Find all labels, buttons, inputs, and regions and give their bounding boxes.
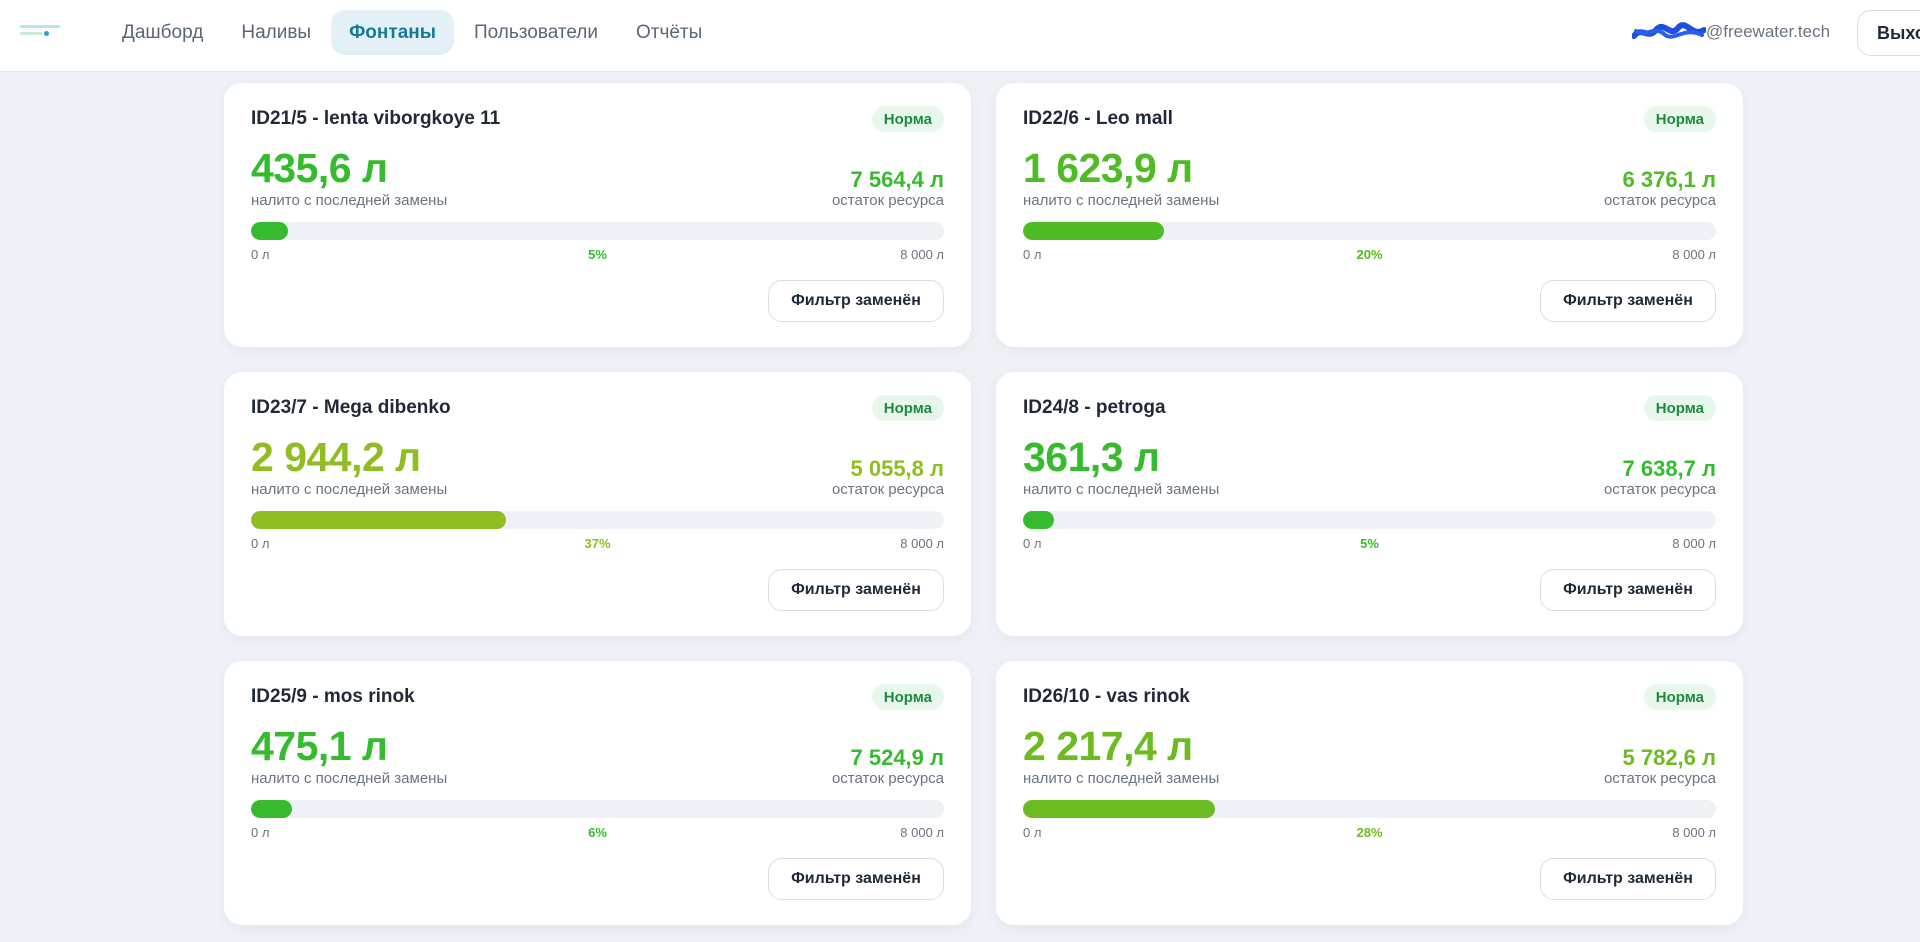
poured-value: 1 623,9 л — [1023, 145, 1193, 191]
fountain-title: ID23/7 - Mega dibenko — [251, 397, 451, 418]
fountain-card: ID26/10 - vas rinok Норма 2 217,4 л нали… — [996, 661, 1743, 925]
scale-min-label: 0 л — [251, 536, 270, 551]
percent-label: 5% — [1360, 536, 1379, 551]
fountain-card: ID21/5 - lenta viborgkoye 11 Норма 435,6… — [224, 83, 971, 347]
resource-progress-bar — [251, 222, 944, 240]
progress-fill — [1023, 222, 1164, 240]
resource-progress-bar — [251, 800, 944, 818]
scale-max-label: 8 000 л — [900, 825, 944, 840]
remaining-caption: остаток ресурса — [1603, 770, 1716, 787]
resource-progress-bar — [1023, 511, 1716, 529]
poured-caption: налито с последней замены — [1023, 481, 1220, 498]
remaining-value: 5 055,8 л — [850, 456, 945, 481]
fountain-card: ID24/8 - petroga Норма 361,3 л налито с … — [996, 372, 1743, 636]
percent-label: 20% — [1356, 247, 1383, 262]
status-badge: Норма — [1643, 684, 1716, 710]
filter-replaced-button[interactable]: Фильтр заменён — [1540, 280, 1716, 322]
poured-value: 2 944,2 л — [251, 434, 421, 480]
filter-replaced-button[interactable]: Фильтр заменён — [768, 280, 944, 322]
poured-value: 435,6 л — [251, 145, 388, 191]
fountain-title: ID22/6 - Leo mall — [1023, 108, 1173, 129]
progress-fill — [251, 511, 507, 529]
fountain-card: ID23/7 - Mega dibenko Норма 2 944,2 л на… — [224, 372, 971, 636]
remaining-caption: остаток ресурса — [1603, 481, 1716, 498]
scale-min-label: 0 л — [251, 825, 270, 840]
progress-fill — [1023, 800, 1215, 818]
percent-label: 28% — [1356, 825, 1383, 840]
poured-value: 475,1 л — [251, 723, 388, 769]
poured-caption: налито с последней замены — [251, 770, 448, 787]
percent-label: 6% — [588, 825, 607, 840]
top-bar: Дашборд Наливы Фонтаны Пользователи Отчё… — [0, 0, 1920, 72]
remaining-value: 6 376,1 л — [1622, 167, 1717, 192]
fountain-grid: ID21/5 - lenta viborgkoye 11 Норма 435,6… — [224, 83, 1743, 925]
progress-fill — [1023, 511, 1055, 529]
scale-max-label: 8 000 л — [1672, 247, 1716, 262]
filter-replaced-button[interactable]: Фильтр заменён — [768, 569, 944, 611]
nav-item-users[interactable]: Пользователи — [473, 21, 598, 43]
main-nav: Дашборд Наливы Фонтаны Пользователи Отчё… — [104, 10, 720, 55]
nav-item-fountains[interactable]: Фонтаны — [331, 10, 454, 55]
fountain-card: ID25/9 - mos rinok Норма 475,1 л налито … — [224, 661, 971, 925]
redacted-scribble — [1632, 22, 1706, 39]
resource-progress-bar — [1023, 222, 1716, 240]
logout-button[interactable]: Выход — [1857, 10, 1920, 56]
fountain-card: ID22/6 - Leo mall Норма 1 623,9 л налито… — [996, 83, 1743, 347]
remaining-caption: остаток ресурса — [831, 192, 944, 209]
scale-max-label: 8 000 л — [1672, 825, 1716, 840]
status-badge: Норма — [1643, 395, 1716, 421]
status-badge: Норма — [871, 106, 944, 132]
percent-label: 37% — [584, 536, 611, 551]
app-logo[interactable] — [20, 22, 60, 40]
remaining-caption: остаток ресурса — [1603, 192, 1716, 209]
filter-replaced-button[interactable]: Фильтр заменён — [768, 858, 944, 900]
filter-replaced-button[interactable]: Фильтр заменён — [1540, 569, 1716, 611]
resource-progress-bar — [251, 511, 944, 529]
nav-item-reports[interactable]: Отчёты — [635, 21, 703, 43]
remaining-value: 7 564,4 л — [850, 167, 945, 192]
poured-caption: налито с последней замены — [251, 481, 448, 498]
fountain-title: ID26/10 - vas rinok — [1023, 686, 1190, 707]
fountain-title: ID24/8 - petroga — [1023, 397, 1166, 418]
status-badge: Норма — [1643, 106, 1716, 132]
status-badge: Норма — [871, 395, 944, 421]
poured-value: 2 217,4 л — [1023, 723, 1193, 769]
progress-fill — [251, 800, 292, 818]
status-badge: Норма — [871, 684, 944, 710]
resource-progress-bar — [1023, 800, 1716, 818]
scale-max-label: 8 000 л — [900, 247, 944, 262]
poured-caption: налито с последней замены — [1023, 770, 1220, 787]
nav-item-dashboard[interactable]: Дашборд — [122, 21, 204, 43]
fountain-title: ID25/9 - mos rinok — [251, 686, 415, 707]
remaining-value: 7 524,9 л — [850, 745, 945, 770]
progress-fill — [251, 222, 289, 240]
remaining-value: 7 638,7 л — [1622, 456, 1717, 481]
scale-min-label: 0 л — [251, 247, 270, 262]
fountain-title: ID21/5 - lenta viborgkoye 11 — [251, 108, 501, 129]
percent-label: 5% — [588, 247, 607, 262]
user-email-domain: @freewater.tech — [1706, 22, 1831, 41]
scale-min-label: 0 л — [1023, 247, 1042, 262]
scale-max-label: 8 000 л — [1672, 536, 1716, 551]
filter-replaced-button[interactable]: Фильтр заменён — [1540, 858, 1716, 900]
scale-min-label: 0 л — [1023, 536, 1042, 551]
scale-min-label: 0 л — [1023, 825, 1042, 840]
remaining-value: 5 782,6 л — [1622, 745, 1717, 770]
poured-caption: налито с последней замены — [251, 192, 448, 209]
poured-caption: налито с последней замены — [1023, 192, 1220, 209]
remaining-caption: остаток ресурса — [831, 481, 944, 498]
scale-max-label: 8 000 л — [900, 536, 944, 551]
user-email: @freewater.tech — [1632, 22, 1830, 42]
nav-item-pours[interactable]: Наливы — [241, 21, 312, 43]
poured-value: 361,3 л — [1023, 434, 1160, 480]
remaining-caption: остаток ресурса — [831, 770, 944, 787]
